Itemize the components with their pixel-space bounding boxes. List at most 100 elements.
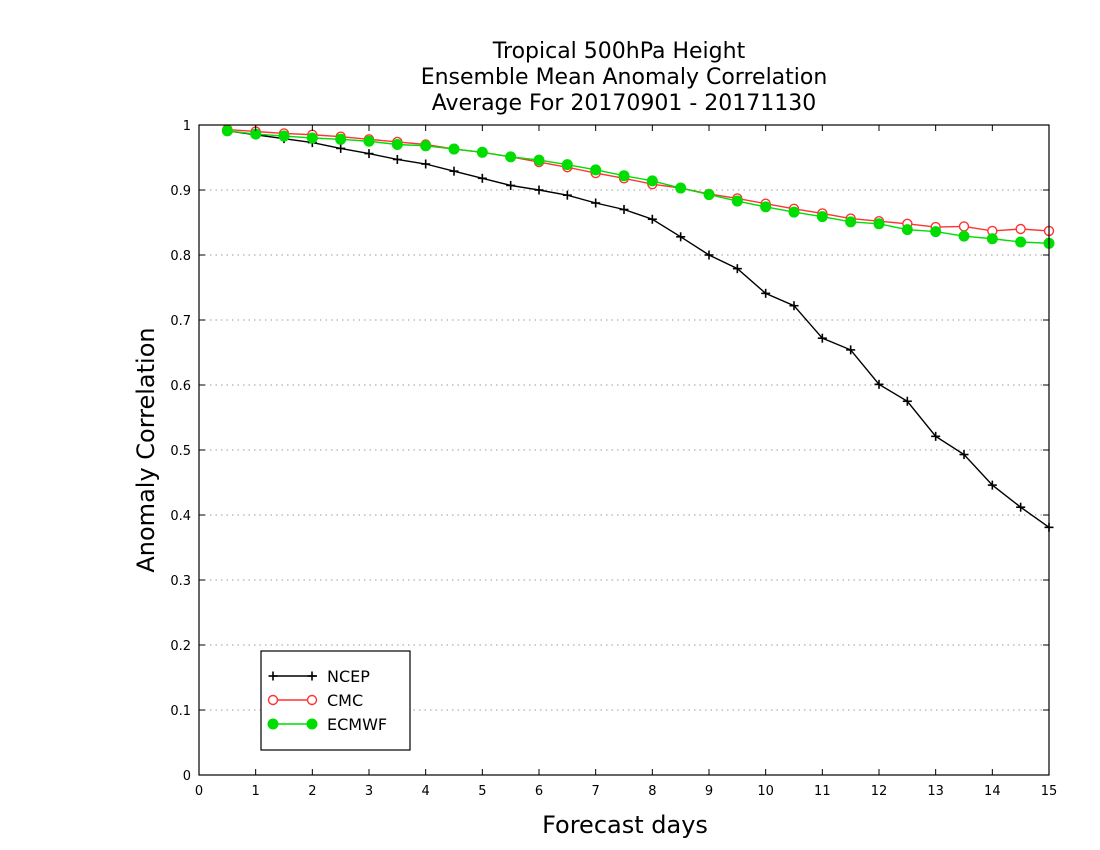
x-tick-label: 11	[814, 784, 831, 799]
data-point-ncep	[534, 185, 544, 195]
y-tick-label: 0.3	[170, 574, 191, 589]
data-point-ncep	[761, 288, 771, 298]
x-tick-label: 3	[365, 784, 373, 799]
data-point-ecmwf	[760, 201, 772, 213]
y-tick-label: 0.8	[170, 249, 191, 264]
legend-marker-end	[307, 671, 317, 681]
x-tick-label: 2	[308, 784, 316, 799]
legend-marker-start	[267, 694, 279, 706]
x-tick-label: 13	[927, 784, 944, 799]
x-axis: 0 1 2 3 4 5 6 7 8 9 10 11 12 13 14 15	[195, 125, 1057, 799]
legend-marker-end	[306, 694, 318, 706]
y-tick-label: 0.4	[170, 509, 191, 524]
data-point-ecmwf	[646, 175, 658, 187]
x-tick-label: 6	[535, 784, 543, 799]
y-tick-label: 0.6	[170, 379, 191, 394]
data-point-ncep	[364, 149, 374, 159]
data-point-ecmwf	[335, 133, 347, 145]
series-ecmwf	[221, 125, 1055, 249]
data-point-ncep	[846, 345, 856, 355]
data-point-ncep	[789, 301, 799, 311]
data-point-ecmwf	[986, 233, 998, 245]
data-point-ecmwf	[590, 164, 602, 176]
y-tick-label: 0.7	[170, 314, 191, 329]
x-tick-label: 8	[648, 784, 656, 799]
data-point-ecmwf	[561, 159, 573, 171]
x-axis-label: Forecast days	[542, 811, 708, 839]
y-axis: 0 0.1 0.2 0.3 0.4 0.5 0.6 0.7 0.8 0.9 1	[170, 119, 1049, 784]
data-point-ncep	[477, 173, 487, 183]
x-tick-label: 12	[871, 784, 888, 799]
data-point-ecmwf	[901, 224, 913, 236]
x-tick-label: 1	[252, 784, 260, 799]
legend-marker-start	[267, 718, 279, 730]
y-tick-label: 1	[183, 119, 191, 134]
x-tick-label: 5	[478, 784, 486, 799]
data-point-ecmwf	[306, 132, 318, 144]
data-point-cmc	[1015, 223, 1026, 235]
data-point-ecmwf	[958, 230, 970, 242]
data-point-ecmwf	[703, 189, 715, 201]
data-point-ncep	[987, 480, 997, 490]
data-point-ecmwf	[731, 195, 743, 207]
legend-label: CMC	[327, 691, 363, 710]
series-layer	[221, 124, 1055, 532]
y-axis-label: Anomaly Correlation	[132, 327, 160, 572]
data-point-ecmwf	[363, 135, 375, 147]
data-point-ecmwf	[816, 211, 828, 223]
x-tick-label: 9	[705, 784, 713, 799]
data-point-ecmwf	[476, 146, 488, 158]
data-point-ecmwf	[391, 139, 403, 150]
legend-entry-ncep: NCEP	[268, 667, 370, 686]
chart-title-line-2: Ensemble Mean Anomaly Correlation	[421, 65, 828, 90]
x-tick-label: 14	[984, 784, 1001, 799]
data-point-ecmwf	[845, 216, 857, 228]
data-point-ncep	[931, 431, 941, 441]
legend-entry-ecmwf: ECMWF	[267, 715, 387, 734]
data-point-ncep	[647, 214, 657, 224]
data-point-ecmwf	[505, 151, 517, 163]
legend-marker-end	[306, 718, 318, 730]
x-tick-label: 7	[592, 784, 600, 799]
legend-label: NCEP	[327, 667, 370, 686]
series-ncep	[222, 126, 1054, 532]
data-point-ncep	[619, 205, 629, 214]
data-point-ncep	[449, 166, 459, 176]
data-point-ncep	[392, 154, 402, 164]
chart-title: Tropical 500hPa Height Ensemble Mean Ano…	[421, 39, 828, 116]
legend-entry-cmc: CMC	[267, 691, 363, 710]
y-tick-label: 0.2	[170, 639, 191, 654]
data-point-ecmwf	[930, 226, 942, 238]
legend-marker-start	[268, 671, 278, 681]
y-tick-label: 0	[183, 769, 191, 784]
data-point-ecmwf	[675, 182, 687, 194]
data-point-ecmwf	[1015, 236, 1027, 248]
series-cmc	[222, 124, 1055, 237]
y-tick-label: 0.9	[170, 184, 191, 199]
data-point-ecmwf	[448, 143, 460, 155]
y-tick-label: 0.5	[170, 444, 191, 459]
chart-title-line-3: Average For 20170901 - 20171130	[432, 91, 817, 116]
legend: NCEP CMC ECMWF	[260, 650, 411, 751]
data-point-ncep	[591, 198, 601, 208]
data-point-ncep	[506, 180, 516, 190]
data-point-ecmwf	[221, 125, 233, 137]
series-line-cmc	[227, 128, 1050, 232]
data-point-ecmwf	[873, 218, 885, 230]
data-point-ecmwf	[618, 170, 630, 182]
data-point-ncep	[562, 190, 572, 200]
data-point-ncep	[817, 333, 827, 343]
data-point-ecmwf	[278, 130, 290, 142]
data-point-ecmwf	[420, 140, 432, 152]
x-tick-label: 10	[757, 784, 774, 799]
chart-title-line-1: Tropical 500hPa Height	[492, 39, 746, 64]
data-point-ncep	[676, 232, 686, 242]
data-point-ncep	[704, 250, 714, 260]
data-point-ecmwf	[533, 154, 545, 166]
data-point-ncep	[902, 396, 912, 406]
y-tick-label: 0.1	[170, 704, 191, 719]
data-point-ncep	[336, 143, 346, 153]
data-point-ecmwf	[788, 206, 800, 218]
data-point-ncep	[732, 264, 742, 274]
